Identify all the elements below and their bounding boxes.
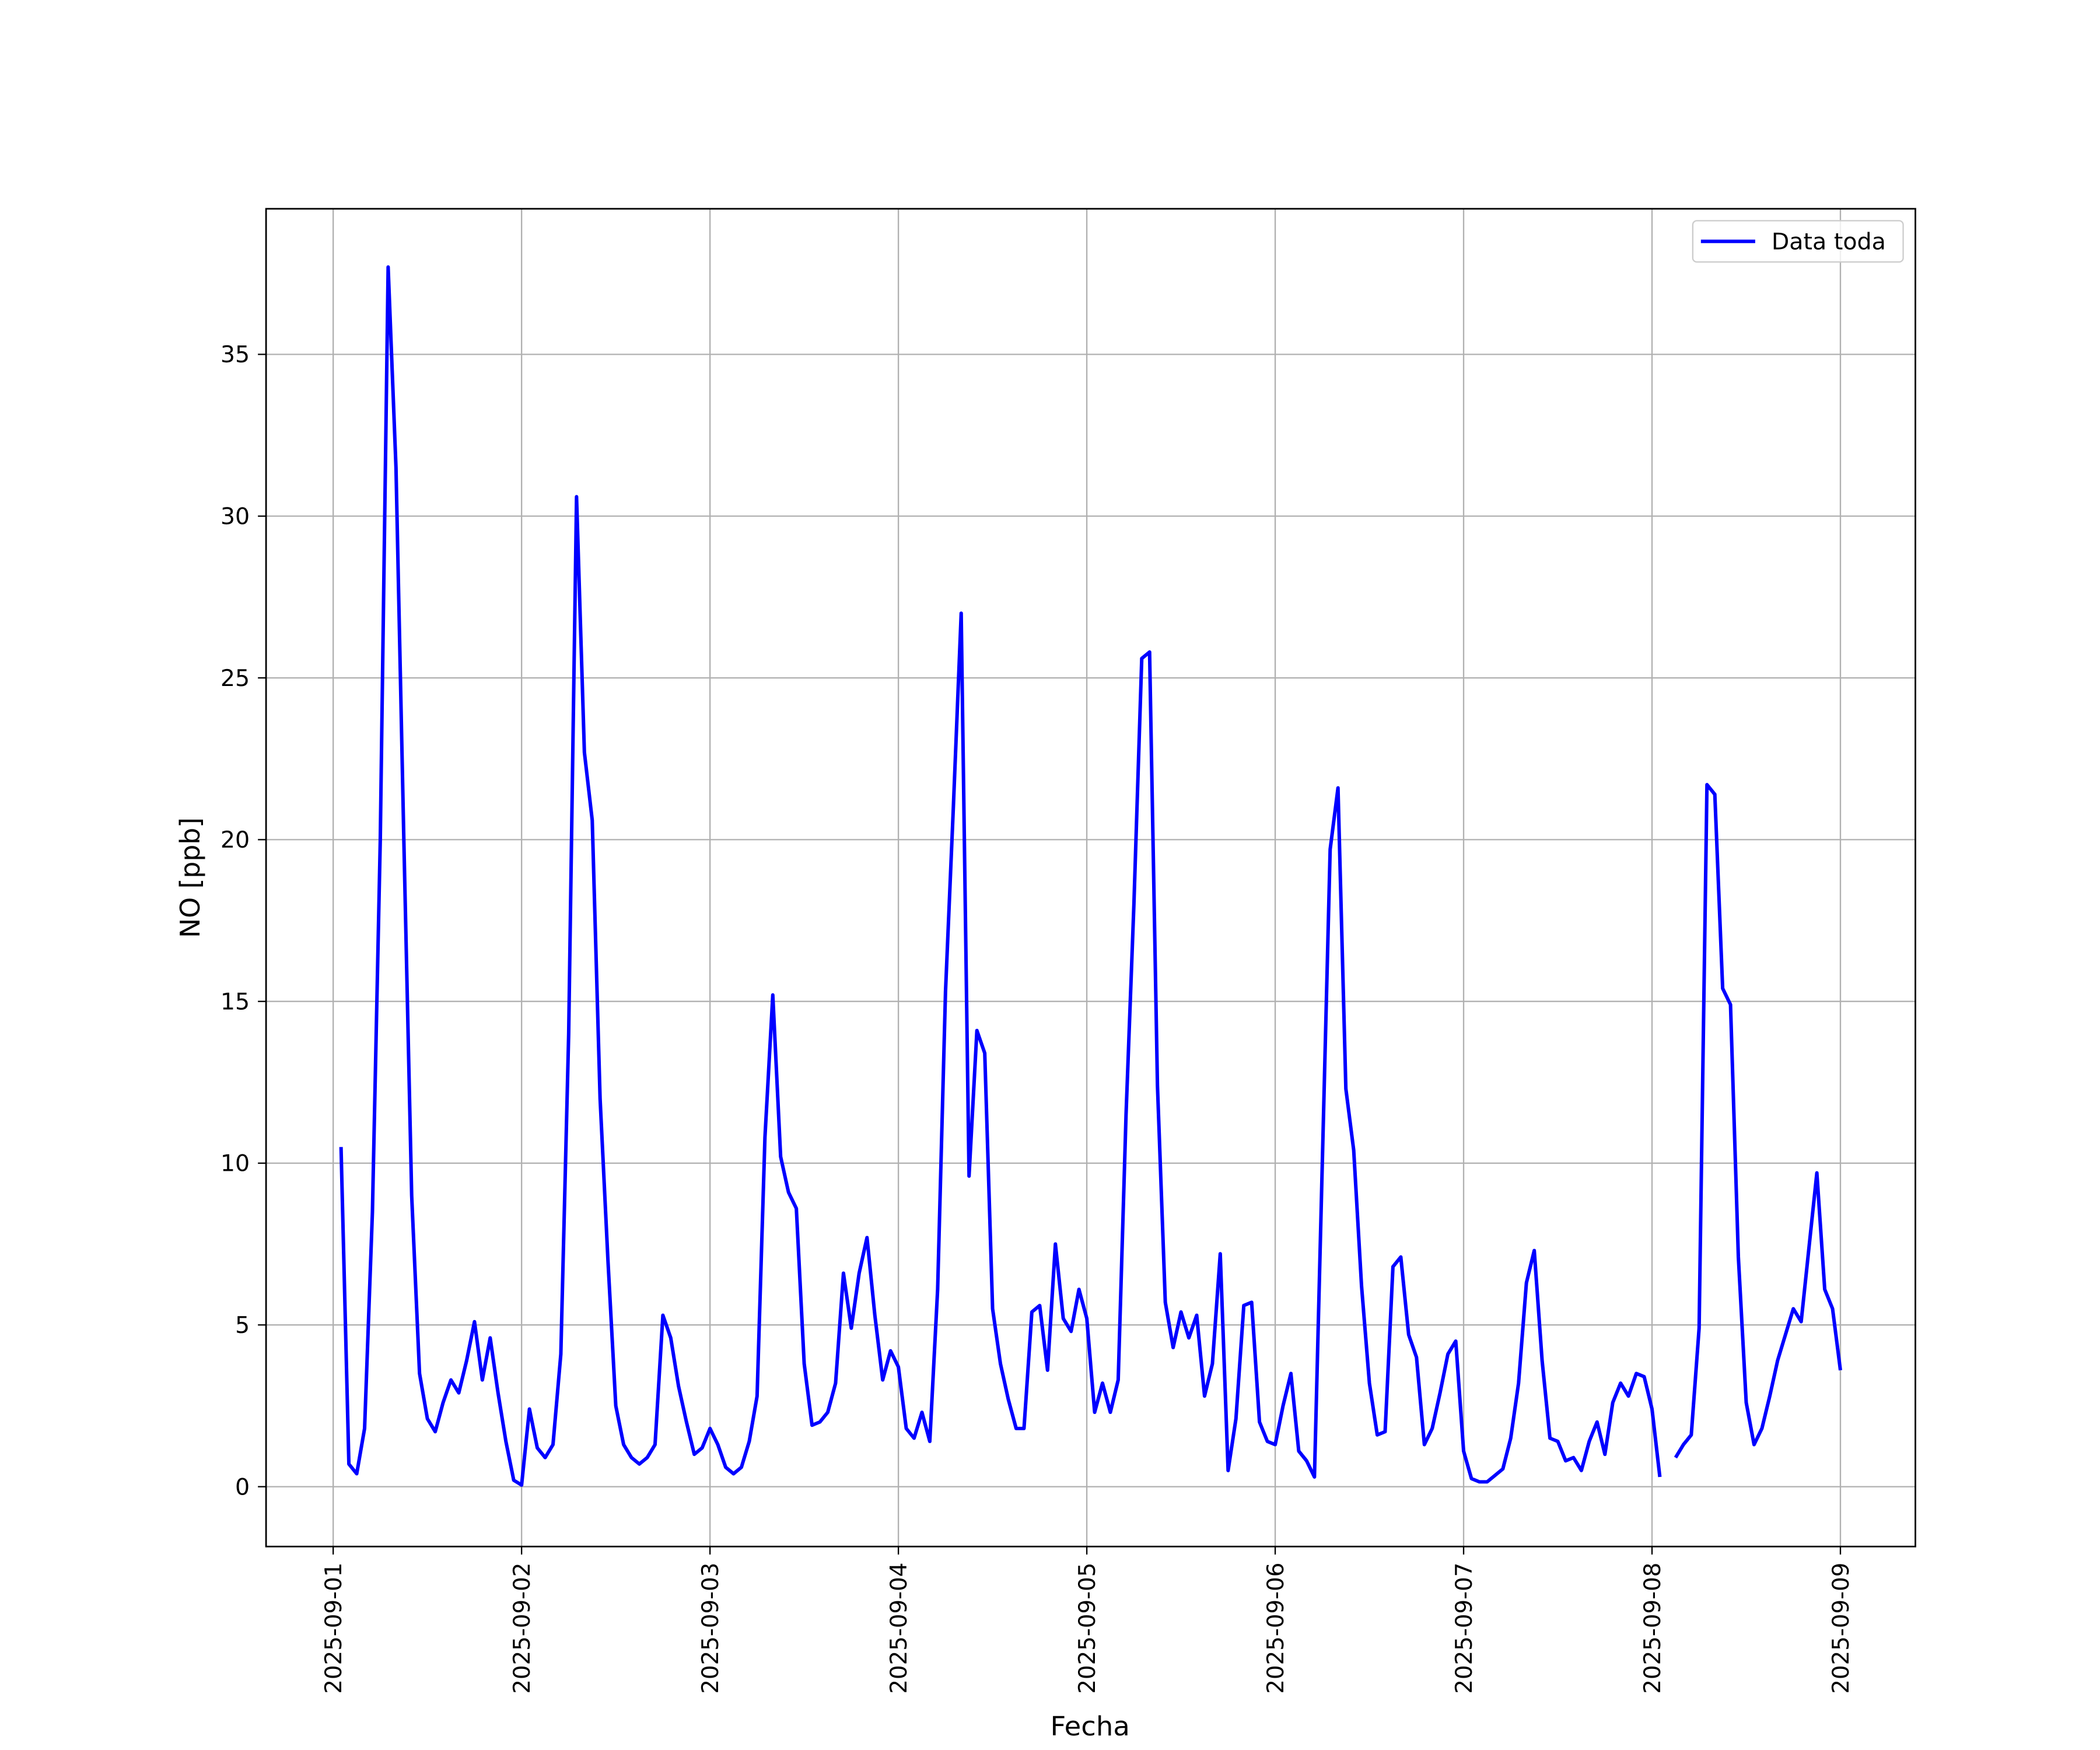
x-tick-label: 2025-09-07: [1451, 1563, 1478, 1694]
x-tick-label: 2025-09-09: [1828, 1563, 1854, 1694]
y-tick-label: 25: [220, 666, 250, 692]
x-axis-label: Fecha: [1050, 1710, 1129, 1741]
x-tick-label: 2025-09-04: [886, 1563, 912, 1694]
legend: Data toda: [1692, 220, 1904, 263]
x-tick-label: 2025-09-02: [509, 1563, 536, 1694]
y-axis-label: NO [ppb]: [174, 817, 206, 938]
y-tick-label: 10: [220, 1151, 250, 1177]
legend-box: [1692, 220, 1904, 263]
plot-area: [339, 265, 1842, 1487]
legend-label: Data toda: [1772, 229, 1886, 256]
x-tick-label: 2025-09-05: [1074, 1563, 1101, 1694]
y-tick-label: 5: [235, 1312, 250, 1339]
x-tick-label: 2025-09-08: [1640, 1563, 1666, 1694]
x-tick-label: 2025-09-06: [1263, 1563, 1289, 1694]
y-tick-label: 20: [220, 827, 250, 853]
axes-frame: [265, 208, 1916, 1548]
x-tick-label: 2025-09-01: [321, 1563, 347, 1694]
y-tick-label: 15: [220, 989, 250, 1016]
data-line: [339, 265, 1842, 1487]
ticks: 0 5 10 15 20 25 30 35 2025-09-01 2025-09-02 2025-0…: [220, 342, 1854, 1694]
y-tick-label: 0: [235, 1475, 250, 1501]
y-tick-label: 35: [220, 342, 250, 369]
y-tick-label: 30: [220, 504, 250, 530]
grid: [266, 208, 1916, 1547]
x-tick-label: 2025-09-03: [698, 1563, 724, 1694]
